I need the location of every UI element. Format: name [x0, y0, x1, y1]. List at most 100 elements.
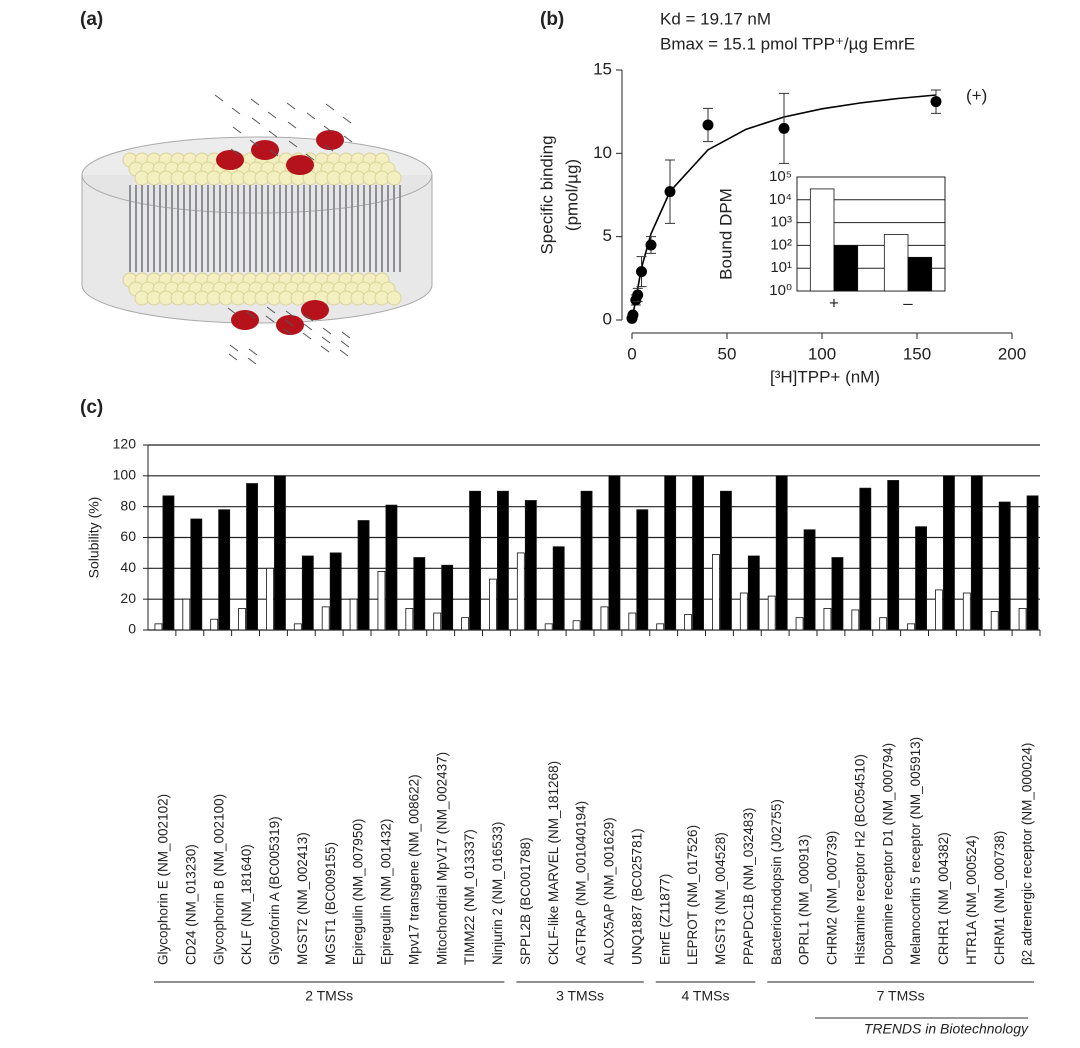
x-tick-label: PPAPDC1B (NM_032483)	[741, 808, 756, 965]
bar	[859, 487, 872, 631]
bar	[739, 592, 748, 631]
bar	[907, 256, 933, 292]
protein-helix	[316, 130, 344, 150]
bar	[712, 554, 720, 631]
side-chain	[214, 94, 224, 102]
side-chain	[325, 103, 335, 111]
x-tick-label: CD24 (NM_013230)	[183, 844, 198, 965]
bar	[747, 555, 760, 631]
bar	[962, 592, 971, 631]
bar	[990, 611, 999, 631]
y-tick-label: 120	[113, 436, 137, 452]
bar	[182, 598, 191, 631]
x-tick-label: CHRM2 (NM_000739)	[825, 831, 840, 965]
bar	[413, 557, 426, 631]
y-axis-label: Bound DPM	[716, 188, 735, 280]
bar	[516, 552, 525, 631]
x-tick-label: +	[829, 293, 839, 312]
side-chain	[269, 149, 279, 157]
bar	[943, 475, 955, 631]
x-tick-label: Epiregulin (NM_007950)	[351, 819, 366, 965]
side-chain	[251, 117, 261, 125]
data-point	[702, 119, 714, 131]
x-tick-label: Glycophorin B (NM_002100)	[211, 794, 226, 965]
bar	[692, 475, 704, 631]
x-tick-label: MGST2 (NM_002413)	[295, 832, 310, 965]
side-chain	[286, 102, 296, 110]
y-tick-label: 80	[120, 497, 136, 513]
bar	[154, 623, 163, 631]
bar	[915, 526, 927, 631]
y-tick-label: 10	[593, 143, 612, 162]
side-chain	[228, 353, 238, 361]
x-tick-label: CRHR1 (NM_004382)	[936, 832, 951, 965]
x-tick-label: 200	[998, 344, 1026, 363]
side-chain	[266, 306, 276, 314]
x-tick-label: Glycophorin E (NM_002102)	[156, 794, 171, 965]
side-chain	[343, 135, 353, 143]
side-chain	[302, 332, 312, 340]
bar	[628, 612, 637, 631]
side-chain	[287, 121, 297, 129]
x-axis-label: [³H]TPP+ (nM)	[770, 367, 880, 386]
y-tick-label: 10⁰	[769, 282, 792, 299]
panel-label: (b)	[540, 9, 564, 30]
group-label: 2 TMSs	[305, 988, 353, 1004]
y-tick-label: 10⁵	[769, 168, 792, 185]
side-chain	[229, 344, 239, 352]
x-tick-label: 0	[627, 344, 636, 363]
bar	[767, 595, 776, 631]
y-tick-label: 20	[120, 590, 136, 606]
side-chain	[321, 336, 331, 344]
x-tick-label: 100	[808, 344, 836, 363]
x-tick-label: Dopamine receptor D1 (NM_000794)	[880, 743, 895, 965]
bar	[775, 475, 788, 631]
protein-helix	[231, 310, 259, 330]
data-point	[930, 96, 942, 108]
x-tick-label: SPPL2B (BC001788)	[518, 837, 533, 965]
bar	[405, 608, 414, 631]
protein-helix	[216, 150, 244, 170]
bar	[218, 509, 231, 631]
x-tick-label: 150	[903, 344, 931, 363]
bar	[246, 483, 258, 631]
data-point	[632, 289, 644, 301]
side-chain	[265, 315, 275, 323]
bar	[544, 623, 553, 631]
bar	[851, 609, 860, 631]
bar	[238, 608, 246, 631]
y-tick-label: 10¹	[770, 259, 792, 276]
bar	[998, 501, 1011, 631]
protein-helix	[276, 315, 304, 335]
panel-label: (a)	[80, 9, 103, 30]
side-chain	[284, 319, 294, 327]
bar	[600, 606, 609, 631]
bar	[572, 620, 581, 631]
y-tick-label: 40	[120, 559, 136, 575]
bar	[823, 608, 832, 631]
y-tick-label: 10⁴	[769, 191, 792, 208]
bar	[524, 500, 537, 631]
point-label: (+)	[966, 86, 987, 105]
x-tick-label: Melanocortin 5 receptor (NM_005913)	[908, 737, 923, 965]
bar	[833, 244, 859, 292]
side-chain	[285, 310, 295, 318]
y-tick-label: 15	[593, 59, 612, 78]
bar	[935, 589, 943, 631]
side-chain	[342, 116, 352, 124]
side-chain	[227, 307, 237, 315]
bar	[795, 617, 804, 631]
bar	[274, 475, 286, 631]
credit: TRENDS in Biotechnology	[864, 1021, 1029, 1037]
y-tick-label: 60	[120, 528, 136, 544]
data-point	[636, 266, 647, 278]
data-point	[627, 309, 639, 321]
group-label: 7 TMSs	[877, 988, 925, 1004]
side-chain	[267, 111, 277, 119]
bar	[608, 475, 621, 631]
x-tick-label: AGTRAP (NM_001040194)	[574, 801, 589, 965]
panel-label: (c)	[80, 397, 103, 418]
bar	[552, 546, 565, 631]
bar	[664, 475, 677, 631]
